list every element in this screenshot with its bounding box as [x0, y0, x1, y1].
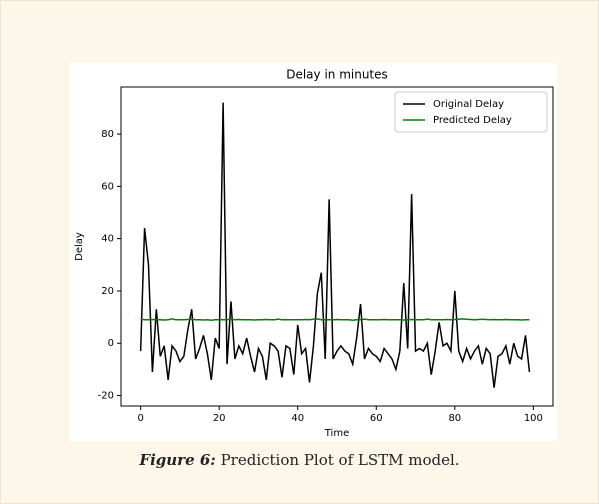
- y-tick-label: 60: [101, 181, 114, 192]
- data-line: [139, 102, 531, 388]
- x-tick-label: 100: [524, 413, 543, 424]
- chart: Delay in minutes Time Delay 0 20 40 60 80 100 -20…: [69, 63, 557, 441]
- x-axis-label: Time: [324, 428, 349, 439]
- x-tick-label: 80: [448, 413, 461, 424]
- caption-label: Figure 6:: [139, 451, 216, 469]
- y-tick-label: 40: [101, 234, 114, 245]
- caption: Figure 6: Prediction Plot of LSTM model.: [1, 451, 598, 469]
- data-line: [140, 318, 530, 321]
- legend-label: Original Delay: [433, 99, 504, 110]
- y-tick-label: -20: [98, 391, 114, 402]
- legend-box: [394, 91, 548, 133]
- x-tick-label: 60: [370, 413, 383, 424]
- y-axis-label: Delay: [74, 232, 85, 261]
- plot-frame: [120, 86, 554, 407]
- caption-text: Prediction Plot of LSTM model.: [220, 451, 460, 469]
- chart-title: Delay in minutes: [286, 68, 388, 82]
- y-tick-label: 20: [101, 286, 114, 297]
- x-tick-label: 20: [213, 413, 226, 424]
- x-tick-label: 40: [291, 413, 304, 424]
- y-tick-label: 0: [108, 338, 114, 349]
- legend-label: Predicted Delay: [433, 115, 512, 126]
- y-tick-label: 80: [101, 129, 114, 140]
- x-tick-label: 0: [137, 413, 143, 424]
